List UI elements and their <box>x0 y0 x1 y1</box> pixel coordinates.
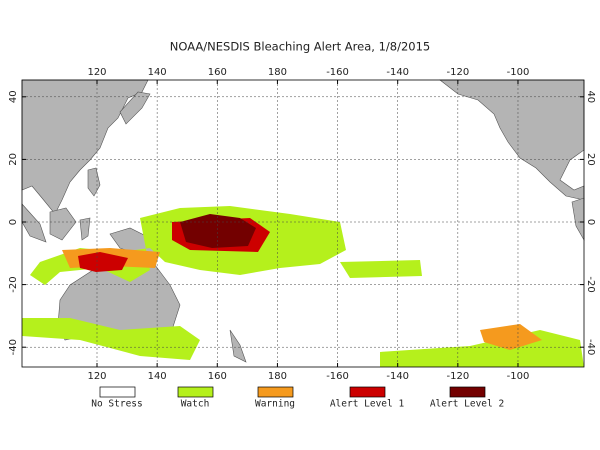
lon-tick-label: -120 <box>446 67 469 78</box>
lon-tick-label: 120 <box>87 371 106 382</box>
alert1-area <box>78 252 128 272</box>
legend-swatch <box>99 386 136 398</box>
lon-tick-label: 160 <box>208 371 227 382</box>
legend-swatch <box>177 386 214 398</box>
legend-label: Alert Level 1 <box>330 399 405 410</box>
alert-areas <box>22 206 584 367</box>
new-zealand <box>229 329 247 363</box>
lat-tick-label: 40 <box>8 90 19 103</box>
legend-label: Alert Level 2 <box>430 399 504 410</box>
map-frame <box>21 79 585 368</box>
japan <box>119 91 151 125</box>
lat-tick-label: -40 <box>585 339 596 355</box>
watch-area <box>340 260 422 278</box>
legend-label: Warning <box>255 399 295 410</box>
lat-tick-label: 0 <box>585 219 596 225</box>
lat-tick-label: 0 <box>8 219 19 225</box>
north-america <box>439 79 585 201</box>
lon-tick-label: 180 <box>268 67 287 78</box>
lon-tick-label: -100 <box>507 67 530 78</box>
watch-area <box>22 318 200 360</box>
lat-tick-label: -20 <box>585 276 596 292</box>
lon-tick-label: -160 <box>326 371 349 382</box>
lon-tick-label: 140 <box>148 371 167 382</box>
legend-swatch <box>257 386 294 398</box>
alert2-area <box>180 214 256 248</box>
map <box>21 79 585 368</box>
warning-area <box>480 324 542 350</box>
lat-tick-label: 40 <box>585 90 596 103</box>
legend-swatch <box>449 386 486 398</box>
lat-tick-label: -40 <box>8 339 19 355</box>
sulawesi <box>79 217 91 241</box>
lon-tick-label: 160 <box>208 67 227 78</box>
legend-label: Watch <box>181 399 210 410</box>
legend-swatch <box>349 386 386 398</box>
lat-tick-label: 20 <box>8 153 19 166</box>
title: NOAA/NESDIS Bleaching Alert Area, 1/8/20… <box>170 40 430 54</box>
lon-tick-label: -140 <box>386 371 409 382</box>
lon-tick-label: 120 <box>87 67 106 78</box>
lat-tick-label: -20 <box>8 276 19 292</box>
borneo <box>49 207 77 241</box>
lon-tick-label: -160 <box>326 67 349 78</box>
legend: No Stress Watch Warning Alert Level 1 Al… <box>91 386 504 410</box>
lon-tick-label: 180 <box>268 371 287 382</box>
lon-tick-label: -100 <box>507 371 530 382</box>
lon-tick-label: -140 <box>386 67 409 78</box>
lat-tick-label: 20 <box>585 153 596 166</box>
legend-label: No Stress <box>91 399 142 410</box>
lon-tick-label: 140 <box>148 67 167 78</box>
lon-tick-label: -120 <box>446 371 469 382</box>
